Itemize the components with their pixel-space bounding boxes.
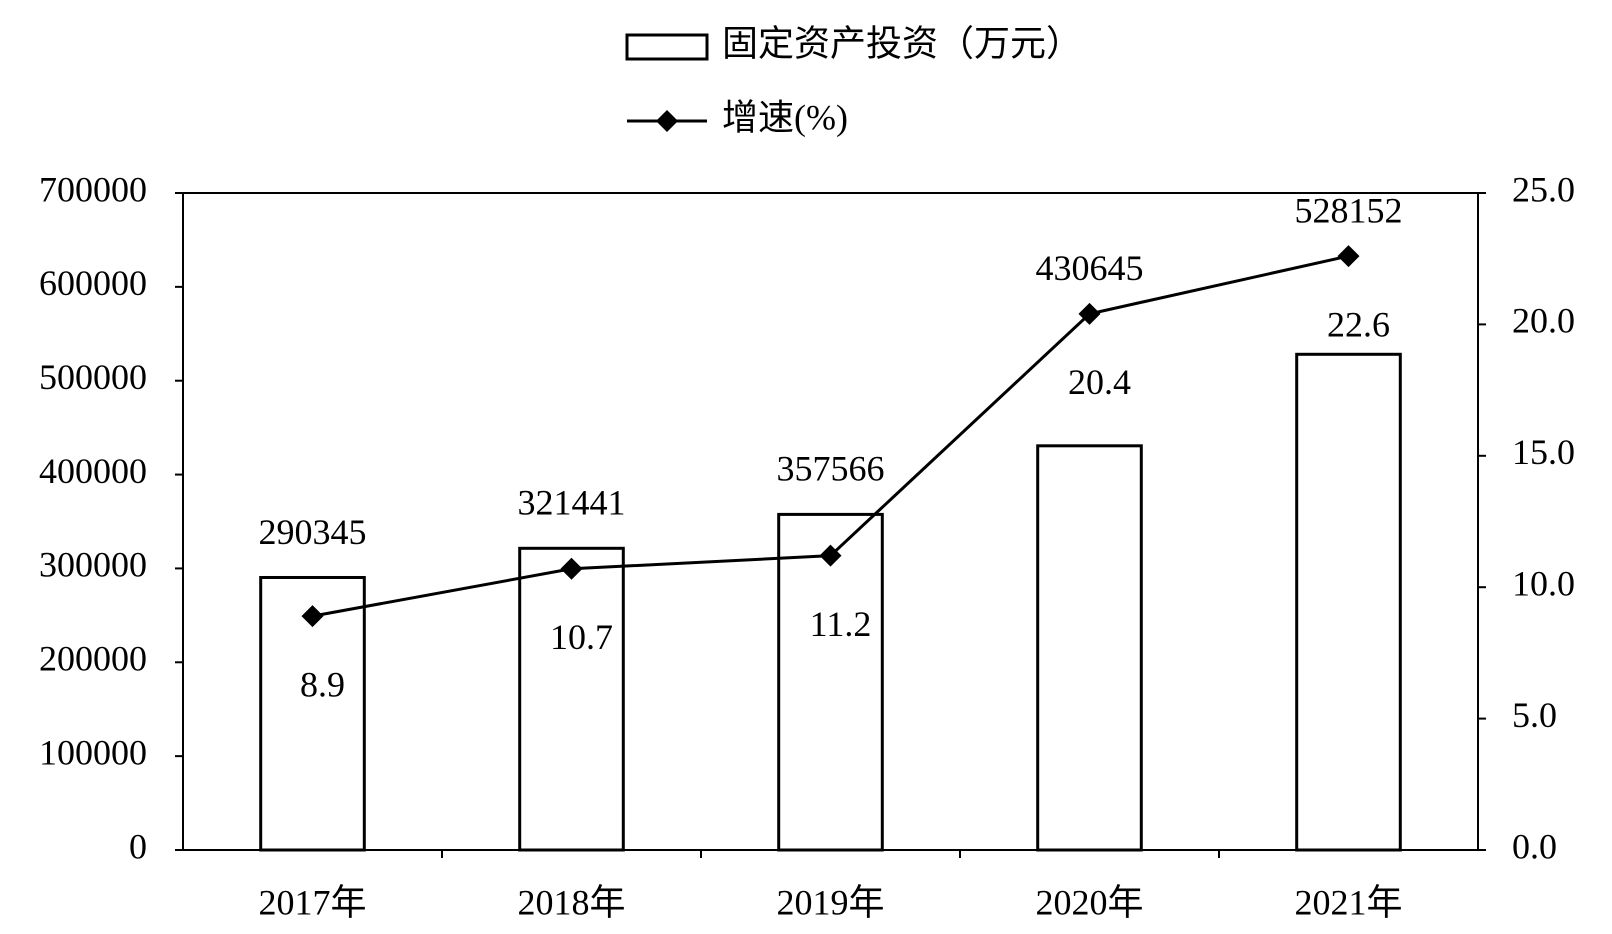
y-tick-label: 0 (129, 826, 147, 866)
y-tick-label: 200000 (39, 639, 147, 679)
y-tick-label: 500000 (39, 357, 147, 397)
legend-label: 增速(%) (722, 97, 848, 137)
y-tick-label: 100000 (39, 732, 147, 772)
data-label: 8.9 (300, 664, 345, 704)
marker (301, 605, 324, 628)
bar (1036, 444, 1143, 852)
data-label: 22.6 (1327, 304, 1390, 344)
marker (560, 557, 583, 580)
data-label: 11.2 (810, 604, 872, 644)
y-tick-label: 700000 (39, 169, 147, 209)
data-label: 357566 (777, 449, 885, 489)
y2-tick-label: 5.0 (1512, 695, 1557, 735)
x-tick-label: 2019年 (776, 882, 884, 922)
y-tick-label: 600000 (39, 263, 147, 303)
x-tick-label: 2021年 (1294, 882, 1402, 922)
marker (1078, 302, 1101, 325)
bar (1295, 352, 1402, 852)
y-tick-label: 400000 (39, 451, 147, 491)
marker (1337, 245, 1360, 268)
y2-tick-label: 0.0 (1512, 826, 1557, 866)
bar (518, 546, 625, 852)
x-tick-label: 2020年 (1035, 882, 1143, 922)
x-tick-label: 2018年 (517, 882, 625, 922)
data-label: 10.7 (550, 617, 613, 657)
y2-tick-label: 15.0 (1512, 432, 1575, 472)
x-tick-label: 2017年 (258, 882, 366, 922)
data-label: 20.4 (1068, 362, 1131, 402)
bar (777, 512, 884, 852)
legend-label: 固定资产投资（万元） (722, 23, 1082, 63)
data-label: 321441 (518, 483, 626, 523)
marker (819, 544, 842, 567)
data-label: 290345 (259, 512, 367, 552)
data-label: 430645 (1036, 248, 1144, 288)
legend-swatch (625, 33, 709, 61)
y2-tick-label: 25.0 (1512, 169, 1575, 209)
y-tick-label: 300000 (39, 545, 147, 585)
data-label: 528152 (1295, 190, 1403, 230)
y2-tick-label: 20.0 (1512, 301, 1575, 341)
y2-tick-label: 10.0 (1512, 563, 1575, 603)
legend-marker (656, 110, 678, 132)
